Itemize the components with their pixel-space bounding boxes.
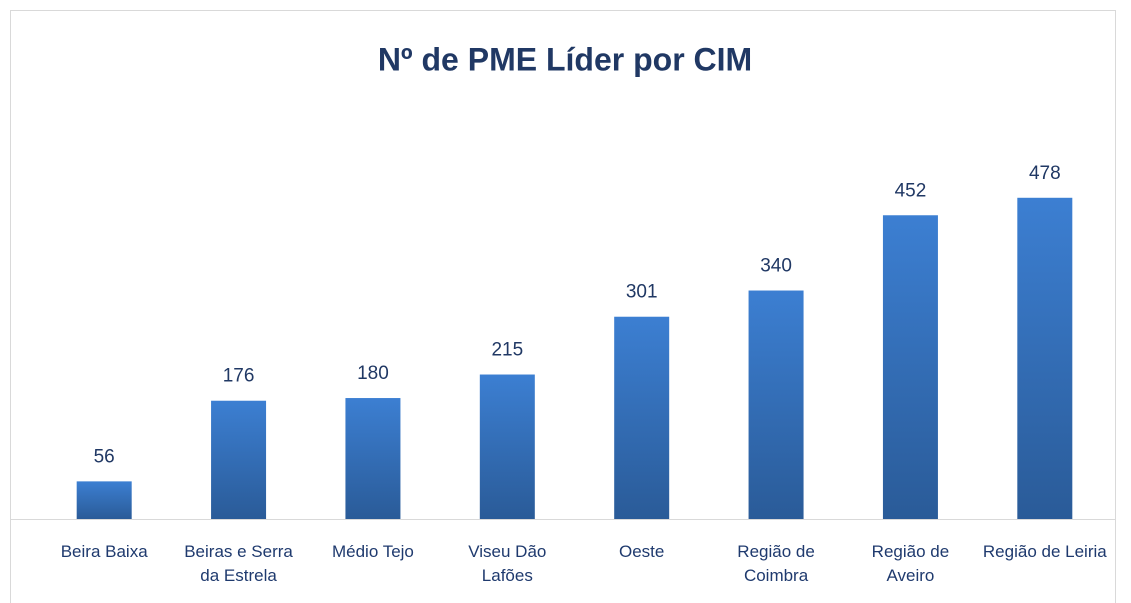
x-tick-label: Beiras e Serra da Estrela xyxy=(184,542,293,585)
data-label: 176 xyxy=(223,366,255,387)
bar xyxy=(882,215,938,520)
data-label: 340 xyxy=(760,256,792,277)
bar xyxy=(1017,197,1073,519)
data-label: 180 xyxy=(357,363,389,384)
data-label: 478 xyxy=(1029,163,1061,184)
data-label: 215 xyxy=(491,340,523,361)
x-tick-label: Região de Coimbra xyxy=(737,542,815,585)
bar xyxy=(76,481,132,519)
data-label: 56 xyxy=(94,446,115,467)
bar xyxy=(479,374,535,519)
x-tick-label: Oeste xyxy=(619,542,665,561)
x-tick-label: Viseu Dão Lafões xyxy=(468,542,547,585)
x-tick-label: Médio Tejo xyxy=(331,542,414,561)
bar xyxy=(211,400,267,519)
data-label: 452 xyxy=(895,180,927,201)
x-tick-label: Região de Leiria xyxy=(982,542,1107,561)
chart-title: Nº de PME Líder por CIM xyxy=(378,41,752,77)
bar xyxy=(345,398,401,519)
bar xyxy=(614,316,670,519)
data-label: 301 xyxy=(626,282,658,303)
chart-frame xyxy=(10,10,1116,603)
bar xyxy=(748,290,804,519)
x-tick-label: Região de Aveiro xyxy=(871,542,950,585)
x-tick-label: Beira Baixa xyxy=(60,542,148,561)
